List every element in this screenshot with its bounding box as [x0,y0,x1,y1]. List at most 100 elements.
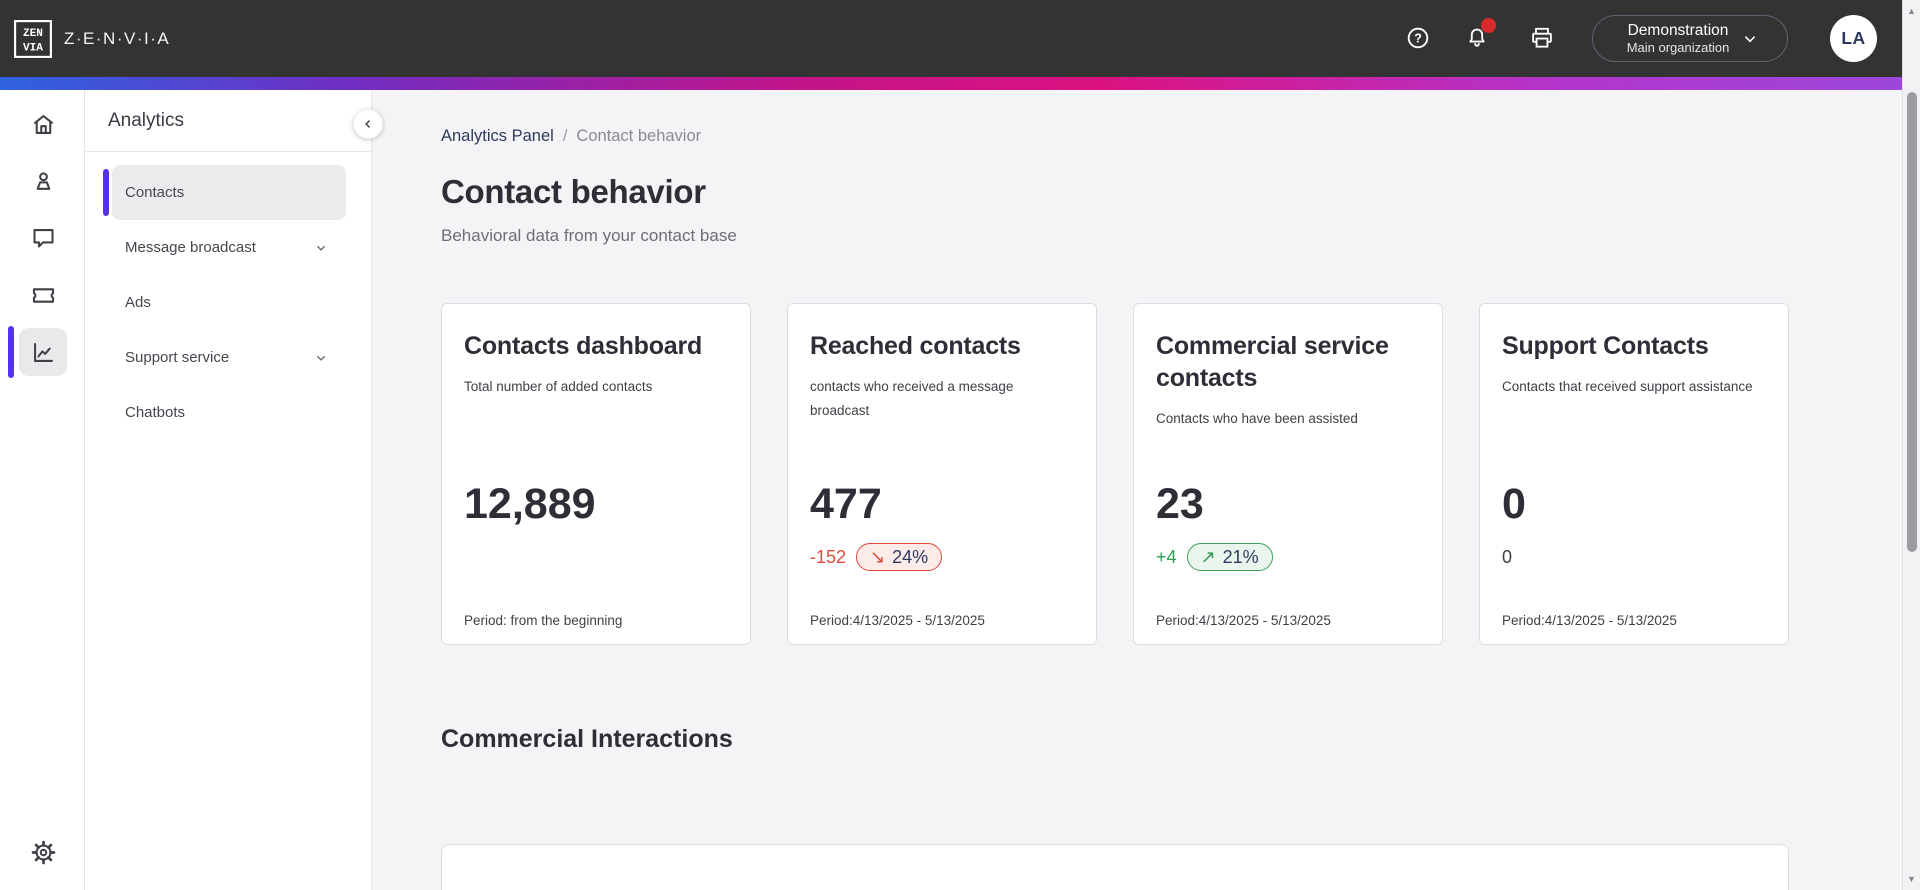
sidebar-item-chatbots[interactable]: Chatbots [112,385,346,440]
analytics-sidebar: Analytics Contacts Message broadcast Ads… [85,90,372,890]
card-delta-row: -152 ↘ 24% [810,542,943,572]
section-heading-commercial-interactions: Commercial Interactions [441,725,733,753]
trend-percent: 21% [1222,546,1259,567]
sidebar-menu: Contacts Message broadcast Ads Support s… [85,165,371,440]
organization-subtitle: Main organization [1626,40,1730,56]
line-chart-icon [30,339,57,366]
user-avatar[interactable]: LA [1830,15,1877,62]
brand-gradient-strip [0,77,1902,90]
card-description: Contacts who have been assisted [1156,411,1358,426]
gear-icon [30,839,57,866]
card-period: Period:4/13/2025 - 5/13/2025 [1502,613,1677,628]
brand-wordmark: Z·E·N·V·I·A [64,28,171,48]
sidebar-item-support-service[interactable]: Support service [112,330,346,385]
rail-item-contacts[interactable] [19,157,67,205]
chevron-down-icon [310,237,332,259]
card-description: Contacts that received support assistanc… [1502,379,1753,394]
card-period: Period:4/13/2025 - 5/13/2025 [1156,613,1331,628]
card-commercial-service-contacts: Commercial service contacts Contacts who… [1133,303,1443,645]
card-delta-row: 0 [1502,542,1512,572]
arrow-up-right-icon: ↗ [1200,546,1216,567]
sidebar-item-contacts[interactable]: Contacts [103,165,346,220]
bell-icon [1464,25,1490,51]
svg-text:VIA: VIA [23,42,43,54]
rail-item-settings[interactable] [19,828,67,876]
card-value: 0 [1502,480,1526,528]
rail-item-analytics[interactable] [19,328,67,376]
sidebar-item-ads[interactable]: Ads [112,275,346,330]
card-support-contacts: Support Contacts Contacts that received … [1479,303,1789,645]
trend-badge-up: ↗ 21% [1186,543,1273,571]
card-value: 23 [1156,480,1204,528]
card-period: Period: from the beginning [464,613,623,628]
home-icon [30,111,57,138]
chevron-left-icon [359,115,377,133]
delta-value: -152 [810,546,847,567]
card-contacts-dashboard: Contacts dashboard Total number of added… [441,303,751,645]
scroll-down-arrow[interactable]: ▼ [1903,870,1920,888]
delta-value: 0 [1502,546,1513,567]
scroll-up-arrow[interactable]: ▲ [1903,2,1920,20]
delta-value: +4 [1156,546,1177,567]
rail-item-tickets[interactable] [19,271,67,319]
sidebar-divider [85,151,371,152]
notification-dot [1481,18,1496,33]
breadcrumb-current: Contact behavior [576,127,702,145]
kpi-cards-row: Contacts dashboard Total number of added… [441,303,1789,645]
sidebar-collapse-button[interactable] [353,109,383,139]
page-title: Contact behavior [441,173,706,210]
organization-name: Demonstration [1627,21,1729,39]
sidebar-item-label: Ads [125,294,151,311]
rail-item-conversations[interactable] [19,214,67,262]
rail-item-home[interactable] [19,100,67,148]
sidebar-item-label: Message broadcast [125,239,256,256]
trend-badge-down: ↘ 24% [856,543,943,571]
card-description: Total number of added contacts [464,379,653,394]
trend-percent: 24% [892,546,929,567]
card-period: Period:4/13/2025 - 5/13/2025 [810,613,985,628]
contact-person-icon [30,168,57,195]
arrow-down-right-icon: ↘ [870,546,886,567]
active-item-indicator [103,169,109,216]
organization-labels: Demonstration Main organization [1627,21,1730,57]
zenvia-logo-icon: ZEN VIA [13,19,53,59]
printer-icon [1529,25,1555,51]
card-reached-contacts: Reached contacts contacts who received a… [787,303,1097,645]
commercial-interactions-card [441,844,1789,890]
brand-logo[interactable]: ZEN VIA Z·E·N·V·I·A [13,19,170,59]
card-title: Support Contacts [1502,332,1709,360]
card-description: contacts who received a message broadcas… [810,379,1014,419]
chat-bubble-icon [30,225,57,252]
svg-text:ZEN: ZEN [23,27,43,39]
page-subtitle: Behavioral data from your contact base [441,226,737,245]
main-content: Analytics Panel / Contact behavior Conta… [372,90,1902,890]
sidebar-item-label: Contacts [125,184,185,201]
sidebar-item-label: Chatbots [125,404,186,421]
print-button[interactable] [1529,25,1555,51]
organization-selector[interactable]: Demonstration Main organization [1592,15,1788,62]
card-title: Commercial service contacts [1156,332,1389,392]
notifications-button[interactable] [1464,18,1496,51]
card-delta-row: +4 ↗ 21% [1156,542,1273,572]
svg-text:?: ? [1414,31,1422,45]
chevron-down-icon [1739,28,1761,50]
card-value: 477 [810,480,882,528]
rail-active-indicator [8,326,14,378]
sidebar-item-label: Support service [125,349,230,366]
card-value: 12,889 [464,480,596,528]
topbar: ZEN VIA Z·E·N·V·I·A ? [0,0,1902,77]
card-title: Contacts dashboard [464,332,703,360]
sidebar-item-message-broadcast[interactable]: Message broadcast [112,220,346,275]
chevron-down-icon [310,347,332,369]
ticket-icon [30,282,57,309]
breadcrumb-separator: / [562,127,568,145]
scrollbar-thumb[interactable] [1907,92,1917,552]
help-button[interactable]: ? [1405,25,1431,51]
vertical-scrollbar[interactable]: ▲ ▼ [1902,0,1920,890]
help-icon: ? [1405,25,1431,51]
breadcrumb: Analytics Panel / Contact behavior [441,127,1789,146]
nav-rail [0,90,85,890]
sidebar-title: Analytics [108,110,185,131]
card-title: Reached contacts [810,332,1021,360]
breadcrumb-analytics-panel[interactable]: Analytics Panel [441,127,554,145]
